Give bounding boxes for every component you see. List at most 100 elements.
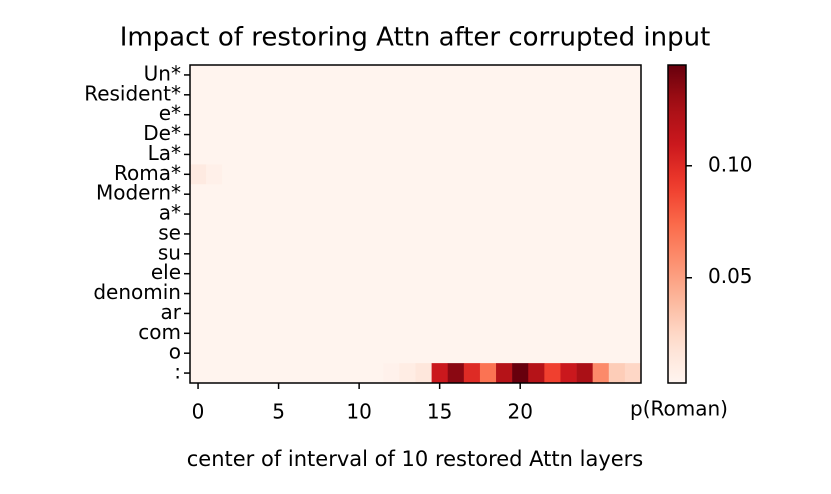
heatmap-cell [624, 263, 642, 284]
heatmap-cell [576, 343, 593, 364]
heatmap-cell [528, 124, 545, 145]
heatmap-cell [302, 65, 320, 86]
heatmap-cell [367, 303, 384, 324]
heatmap-cell [383, 204, 400, 225]
heatmap-cell [254, 204, 271, 225]
heatmap-cell [334, 84, 352, 106]
heatmap-cell [367, 263, 384, 284]
heatmap-cell [367, 184, 384, 205]
heatmap-cell [238, 84, 255, 106]
heatmap-cell [383, 104, 400, 125]
heatmap-cell [302, 144, 320, 165]
heatmap-cell [576, 363, 593, 384]
heatmap-cell [415, 283, 432, 304]
heatmap-cell [560, 303, 577, 324]
heatmap-cell [206, 184, 223, 205]
heatmap-cell [576, 164, 593, 185]
heatmap-cell [496, 164, 513, 185]
heatmap-cell [334, 363, 352, 384]
heatmap-cell [318, 204, 336, 225]
colorbar-tick-label: 0.10 [708, 152, 753, 176]
heatmap-cell [496, 303, 513, 324]
heatmap-cell [383, 283, 400, 304]
heatmap-cell [286, 84, 304, 106]
heatmap-cell [351, 184, 368, 205]
heatmap-cell [415, 164, 432, 185]
heatmap-cell [270, 184, 287, 205]
heatmap-cell [431, 84, 449, 106]
y-tick-label: Un* [144, 61, 181, 85]
heatmap-cell [399, 323, 416, 344]
heatmap-cell [576, 184, 593, 205]
heatmap-cell [254, 124, 271, 145]
y-tick-label: a* [159, 201, 181, 225]
heatmap-cell [286, 124, 304, 145]
heatmap-cell [479, 343, 497, 364]
heatmap-cell [576, 104, 593, 125]
colorbar-label: p(Roman) [630, 397, 728, 421]
heatmap-cell [206, 144, 223, 165]
heatmap-cell [624, 124, 642, 145]
heatmap-cell [447, 363, 465, 384]
y-tick-label: Resident* [84, 81, 181, 105]
heatmap-cell [206, 204, 223, 225]
heatmap-cell [286, 184, 304, 205]
heatmap-cell [222, 343, 239, 364]
heatmap-cell [190, 343, 207, 364]
heatmap-cell [528, 204, 545, 225]
heatmap-cell [479, 104, 497, 125]
heatmap-cell [399, 144, 416, 165]
heatmap-cell [302, 363, 320, 384]
heatmap-cell [447, 144, 465, 165]
heatmap-cell [351, 84, 368, 106]
heatmap-cell [351, 283, 368, 304]
heatmap-cell [463, 263, 481, 284]
heatmap-cell [222, 144, 239, 165]
heatmap-cell [528, 343, 545, 364]
heatmap-cell [608, 283, 626, 304]
heatmap-cell [206, 263, 223, 284]
heatmap-cell [479, 84, 497, 106]
heatmap-cell [576, 65, 593, 86]
heatmap-cell [254, 164, 271, 185]
heatmap-cell [222, 263, 239, 284]
heatmap-cell [431, 164, 449, 185]
heatmap-cell [544, 164, 561, 185]
heatmap-cell [512, 343, 529, 364]
heatmap-cell [608, 224, 626, 245]
heatmap-cell [512, 323, 529, 344]
heatmap-cell [222, 204, 239, 225]
heatmap-cell [206, 363, 223, 384]
heatmap-cell [624, 164, 642, 185]
heatmap-cell [528, 323, 545, 344]
heatmap-cell [512, 144, 529, 165]
heatmap-cell [544, 323, 561, 344]
heatmap-cell [479, 283, 497, 304]
y-tick-label: com [138, 320, 181, 344]
heatmap-cell [528, 263, 545, 284]
heatmap-cell [528, 243, 545, 265]
heatmap-cell [367, 283, 384, 304]
heatmap-cell [624, 323, 642, 344]
heatmap-cell [415, 65, 432, 86]
heatmap-cell [254, 323, 271, 344]
heatmap-cell [608, 104, 626, 125]
heatmap-cell [624, 204, 642, 225]
heatmap-cell [238, 343, 255, 364]
heatmap-cell [415, 124, 432, 145]
heatmap-cell [544, 243, 561, 265]
heatmap-cell [624, 184, 642, 205]
heatmap-cell [302, 204, 320, 225]
heatmap-cell [399, 283, 416, 304]
heatmap-cell [351, 323, 368, 344]
heatmap-cell [479, 224, 497, 245]
heatmap-cell [367, 363, 384, 384]
heatmap-cell [447, 124, 465, 145]
y-tick-label: se [158, 220, 181, 244]
heatmap-cell [206, 243, 223, 265]
heatmap-cell [206, 303, 223, 324]
heatmap-cell [447, 323, 465, 344]
heatmap-cell [415, 363, 432, 384]
heatmap-cell [576, 224, 593, 245]
